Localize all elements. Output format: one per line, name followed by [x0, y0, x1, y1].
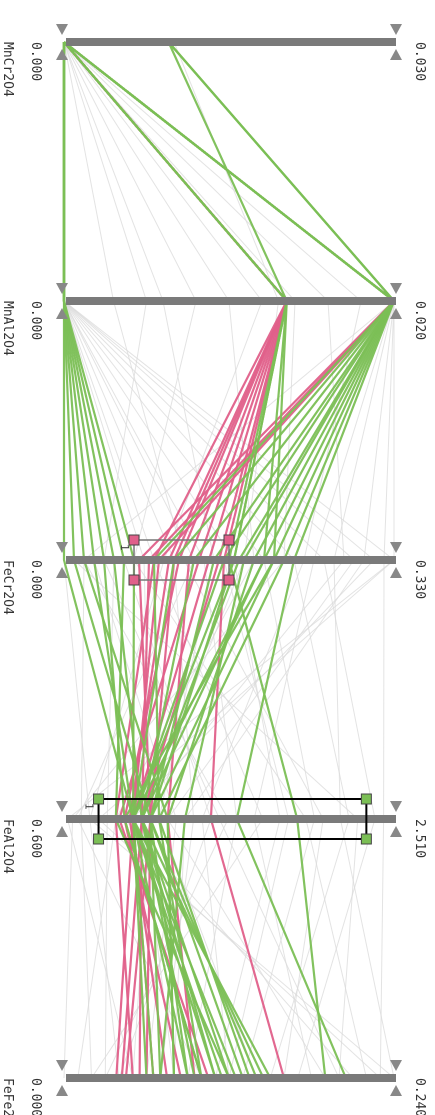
brush-handle-2[interactable] [128, 574, 140, 586]
axis-max-arrow-down-icon[interactable] [390, 308, 402, 319]
axis-min-arrow-down-icon[interactable] [56, 567, 68, 578]
axis-bar[interactable] [66, 297, 396, 305]
axis-max-arrow-up-icon[interactable] [390, 24, 402, 35]
axis-min-label: 0.000 [28, 560, 43, 599]
brushes[interactable]: 11 [83, 534, 372, 845]
axis-fecr2o4: FeCr2O4 0.000 0.330 [0, 542, 427, 615]
brush-handle-0[interactable] [128, 534, 140, 546]
axis-max-arrow-up-icon[interactable] [390, 801, 402, 812]
brush-label: 1 [83, 803, 96, 810]
brush-rect[interactable] [97, 798, 368, 840]
axis-min-arrow-up-icon[interactable] [56, 801, 68, 812]
axis-name: MnAl2O4 [0, 301, 15, 356]
axis-mnal2o4: MnAl2O4 0.000 0.020 [0, 283, 427, 356]
axes: MnCr2O4 0.000 0.030 MnAl2O4 0.000 0.020 FeCr2O… [0, 24, 427, 1115]
axis-feal2o4: FeAl2O4 0.600 2.510 [0, 801, 427, 874]
brush-handle-3[interactable] [360, 833, 372, 845]
axis-min-arrow-down-icon[interactable] [56, 826, 68, 837]
brush-rect[interactable] [133, 539, 230, 581]
axis-min-label: 0.000 [28, 42, 43, 81]
brush-label: 1 [118, 544, 131, 551]
axis-min-arrow-down-icon[interactable] [56, 49, 68, 60]
axis-min-label: 0.600 [28, 819, 43, 858]
axis-bar[interactable] [66, 815, 396, 823]
brush-handle-0[interactable] [93, 793, 105, 805]
axis-bar[interactable] [66, 1074, 396, 1082]
axis-max-arrow-down-icon[interactable] [390, 49, 402, 60]
axis-min-arrow-down-icon[interactable] [56, 308, 68, 319]
axis-bar[interactable] [66, 38, 396, 46]
axis-name: MnCr2O4 [0, 42, 15, 97]
brush-handle-3[interactable] [223, 574, 235, 586]
axis-min-arrow-down-icon[interactable] [56, 1085, 68, 1096]
axis-max-arrow-down-icon[interactable] [390, 1085, 402, 1096]
axis-name: FeCr2O4 [0, 560, 15, 615]
axis-max-arrow-down-icon[interactable] [390, 826, 402, 837]
axis-name: FeAl2O4 [0, 819, 15, 874]
axis-mncr2o4: MnCr2O4 0.000 0.030 [0, 24, 427, 97]
axis-min-arrow-up-icon[interactable] [56, 283, 68, 294]
axis-max-label: 0.030 [412, 42, 427, 81]
brush-handle-1[interactable] [223, 534, 235, 546]
axis-max-label: 2.510 [412, 819, 427, 858]
axis-max-arrow-down-icon[interactable] [390, 567, 402, 578]
brush-handle-1[interactable] [360, 793, 372, 805]
axis-max-label: 0.330 [412, 560, 427, 599]
axis-min-label: 0.000 [28, 301, 43, 340]
brush-handle-2[interactable] [93, 833, 105, 845]
axis-max-label: 0.020 [412, 301, 427, 340]
axis-min-label: 0.000 [28, 1078, 43, 1115]
brush-feal2o4[interactable]: 1 [83, 793, 372, 845]
axis-max-label: 0.240 [412, 1078, 427, 1115]
axis-bar[interactable] [66, 556, 396, 564]
axis-min-arrow-up-icon[interactable] [56, 1060, 68, 1071]
axis-min-arrow-up-icon[interactable] [56, 542, 68, 553]
axis-max-arrow-up-icon[interactable] [390, 1060, 402, 1071]
axis-min-arrow-up-icon[interactable] [56, 24, 68, 35]
axis-max-arrow-up-icon[interactable] [390, 542, 402, 553]
brush-fecr2o4[interactable]: 1 [118, 534, 235, 586]
axis-name: FeFe2O4 [0, 1078, 15, 1115]
axis-max-arrow-up-icon[interactable] [390, 283, 402, 294]
axis-fefe2o4: FeFe2O4 0.000 0.240 [0, 1060, 427, 1115]
